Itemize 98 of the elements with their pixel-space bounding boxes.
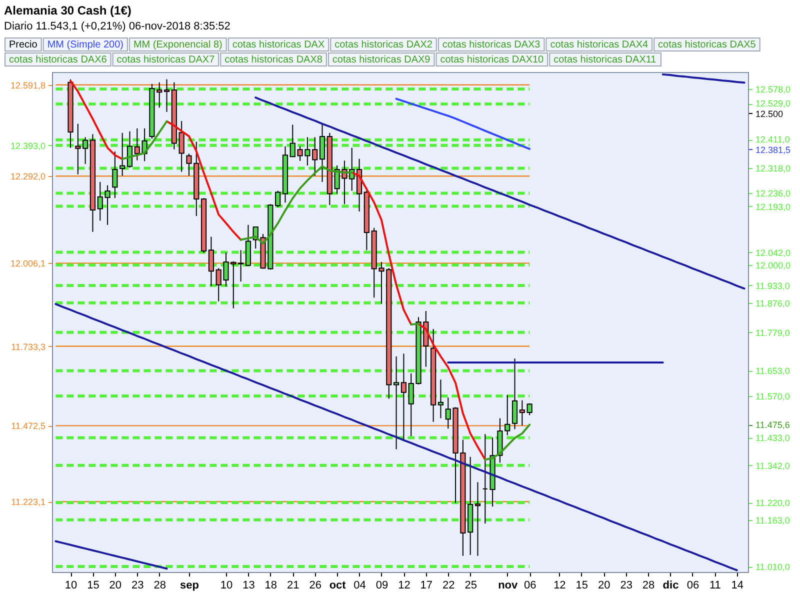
y-tick-label: 11.342,0 [756, 460, 790, 471]
candlestick [75, 123, 81, 175]
x-tick-label: 09 [376, 580, 388, 592]
text: cotas historicas DAX7 [116, 54, 216, 66]
text: MM (Exponencial 8) [133, 40, 222, 50]
x-tick-label: 21 [287, 580, 300, 592]
y2-tick-label: 12.393,0 [10, 140, 46, 151]
x-tick-label: oct [329, 580, 346, 592]
x-tick-label: 12 [554, 580, 566, 592]
y-tick-label: 12.318,0 [756, 164, 791, 174]
y-tick-label: 12.500 [756, 109, 784, 120]
x-tick-label: 20 [109, 580, 122, 592]
y-tick-label: 11.433,0 [756, 433, 790, 444]
line-series [662, 73, 746, 84]
candlestick [519, 400, 525, 426]
y-tick-label: 12.193,0 [756, 202, 791, 212]
x-tick-label: 15 [87, 580, 100, 592]
y-tick-label: 11.010,0 [756, 562, 790, 572]
y2-tick-label: 12.006,1 [10, 258, 46, 269]
x-tick-label: 23 [132, 580, 144, 592]
text: cotas historicas DAX5 [658, 40, 756, 50]
candlestick [312, 136, 318, 176]
x-tick-label: 15 [576, 580, 588, 592]
x-tick-label: 06 [524, 580, 536, 592]
y-tick-label: 12.042,0 [756, 248, 791, 258]
text: cotas historicas DAX11 [554, 54, 657, 66]
candlestick [394, 356, 400, 450]
x-tick-label: 10 [220, 580, 233, 592]
x-tick-label: 06 [686, 580, 700, 592]
candlestick [512, 358, 518, 430]
x-tick-label: 12 [398, 580, 410, 592]
y2-tick-label: 12.591,8 [10, 80, 46, 90]
chart-subtitle: Diario 11.543,1 (+0,21%) 06-nov-2018 8:35:52 [4, 20, 230, 32]
x-tick-label: 11 [709, 580, 721, 592]
y-tick-label: 12.236,0 [756, 188, 791, 199]
x-tick-label: 25 [464, 580, 477, 592]
x-tick-label: nov [498, 580, 519, 592]
y-tick-label: 11.475,6 [756, 420, 790, 430]
candlestick [438, 379, 444, 419]
text: cotas historicas DAX3 [442, 40, 541, 50]
x-tick-label: 23 [620, 580, 632, 592]
x-tick-label: 10 [64, 580, 78, 592]
y-tick-label: 11.653,0 [756, 366, 790, 376]
text: MM (Simple 200) [47, 40, 124, 50]
candlestick [134, 128, 140, 161]
y-tick-label: 11.876,0 [756, 298, 790, 308]
y-tick-label: 12.411,0 [756, 134, 790, 145]
y-tick-label: 12.000,0 [756, 260, 791, 271]
y-tick-label: 11.220,0 [756, 498, 790, 508]
y2-tick-label: 12.292,0 [10, 172, 46, 182]
y-tick-label: 11.779,0 [756, 328, 790, 338]
candlestick [482, 434, 488, 524]
y2-tick-label: 11.223,1 [11, 497, 46, 508]
line-series [418, 322, 486, 461]
x-tick-label: 22 [442, 580, 455, 592]
text: cotas historicas DAX6 [9, 54, 108, 66]
y-tick-label: 12.529,0 [756, 98, 791, 109]
x-tick-label: 18 [264, 580, 278, 592]
text: cotas historicas DAX10 [440, 54, 544, 66]
x-tick-label: 14 [731, 580, 744, 592]
line-series [395, 98, 531, 150]
x-tick-label: 17 [420, 580, 433, 592]
candlestick [178, 120, 184, 172]
x-tick-label: 04 [354, 580, 366, 592]
candlestick [400, 353, 406, 442]
text: cotas historicas DAX2 [334, 40, 433, 50]
line-series [54, 303, 738, 572]
x-tick-label: dic [662, 580, 679, 592]
chart-title: Alemania 30 Cash (1€) [4, 4, 132, 18]
x-tick-label: 13 [242, 580, 255, 592]
candlestick [112, 150, 118, 199]
candlestick [275, 190, 281, 208]
y-tick-label: 11.570,0 [756, 391, 790, 402]
text: cotas historicas DAX9 [332, 54, 431, 66]
x-tick-label: 28 [642, 580, 655, 592]
line-series [254, 96, 746, 290]
text: cotas historicas DAX [232, 40, 325, 50]
y-tick-label: 11.933,0 [756, 280, 790, 291]
candlestick [82, 136, 88, 164]
candlestick [208, 236, 214, 287]
x-tick-label: 26 [309, 580, 322, 592]
text: cotas historicas DAX4 [550, 40, 648, 50]
line-series [54, 540, 168, 570]
candlestick [120, 132, 126, 176]
y2-tick-label: 11.733,3 [11, 342, 46, 352]
x-tick-label: 28 [154, 580, 166, 592]
candlestick [164, 78, 170, 112]
y-tick-label: 11.163,0 [756, 515, 790, 526]
text: Precio [9, 40, 38, 50]
y2-tick-label: 11.472,5 [11, 421, 46, 432]
candlestick [319, 123, 326, 182]
candlestick [474, 482, 481, 556]
candlestick [238, 250, 244, 282]
text: cotas historicas DAX8 [224, 54, 323, 66]
y-tick-label: 12.578,0 [756, 84, 791, 95]
x-tick-label: 20 [598, 580, 610, 592]
y-tick-label: 12.381,5 [756, 145, 791, 156]
x-tick-label: sep [180, 580, 200, 592]
